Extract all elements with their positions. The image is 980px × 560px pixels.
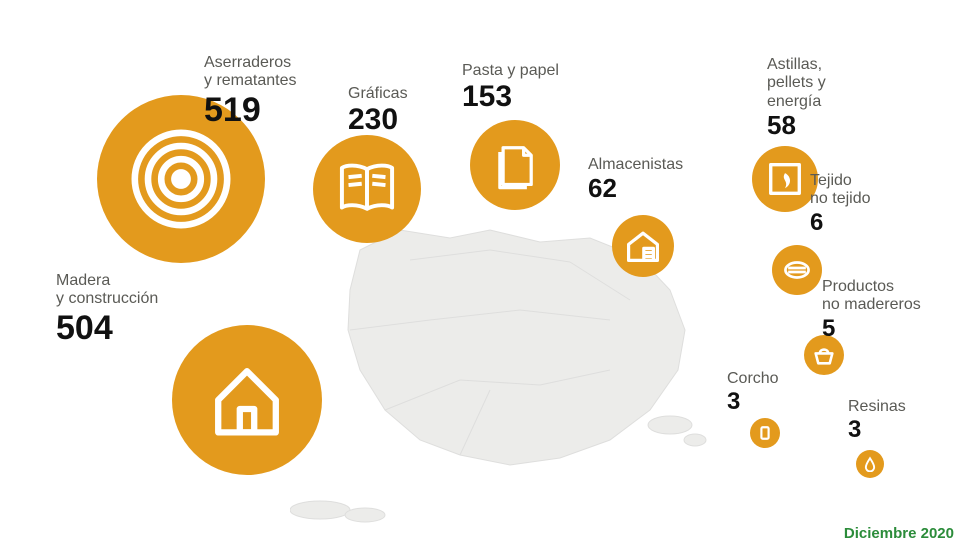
val-aserraderos: 519 <box>204 91 296 130</box>
bubble-almacenistas <box>612 215 674 277</box>
target-icon <box>126 124 236 234</box>
label-corcho: Corcho 3 <box>727 370 779 416</box>
cat-tejido: Tejidono tejido <box>810 172 871 209</box>
val-astillas: 58 <box>767 111 826 141</box>
mask-icon <box>780 253 814 287</box>
label-productos: Productosno madereros 5 <box>822 278 921 342</box>
val-corcho: 3 <box>727 388 779 416</box>
val-pasta: 153 <box>462 80 559 115</box>
cat-madera: Maderay construcción <box>56 272 158 309</box>
label-pasta: Pasta y papel 153 <box>462 62 559 115</box>
warehouse-icon <box>623 226 663 266</box>
label-madera: Maderay construcción 504 <box>56 272 158 348</box>
val-resinas: 3 <box>848 416 906 444</box>
bubble-astillas <box>752 146 818 212</box>
val-productos: 5 <box>822 315 921 343</box>
label-almacenistas: Almacenistas 62 <box>588 156 683 204</box>
cat-productos: Productosno madereros <box>822 278 921 315</box>
val-almacenistas: 62 <box>588 174 683 204</box>
bubble-madera <box>172 325 322 475</box>
bubble-corcho <box>750 418 780 448</box>
cat-astillas: Astillas,pellets yenergía <box>767 56 826 111</box>
val-madera: 504 <box>56 309 158 348</box>
cat-graficas: Gráficas <box>348 85 408 103</box>
bubble-resinas <box>856 450 884 478</box>
date-stamp: Diciembre 2020 <box>844 525 954 542</box>
label-astillas: Astillas,pellets yenergía 58 <box>767 56 826 141</box>
label-aserraderos: Aserraderosy rematantes 519 <box>204 54 296 130</box>
label-graficas: Gráficas 230 <box>348 85 408 138</box>
cat-corcho: Corcho <box>727 370 779 388</box>
book-icon <box>334 156 400 222</box>
cat-almacenistas: Almacenistas <box>588 156 683 174</box>
fireplace-icon <box>764 158 806 200</box>
label-resinas: Resinas 3 <box>848 398 906 444</box>
house-icon <box>202 355 292 445</box>
bubble-tejido <box>772 245 822 295</box>
cat-pasta: Pasta y papel <box>462 62 559 80</box>
cat-resinas: Resinas <box>848 398 906 416</box>
label-tejido: Tejidono tejido 6 <box>810 172 871 236</box>
bubble-pasta <box>470 120 560 210</box>
val-graficas: 230 <box>348 103 408 138</box>
paper-icon <box>488 138 542 192</box>
basket-icon <box>811 342 837 368</box>
drop-icon <box>862 456 878 472</box>
cork-icon <box>756 424 774 442</box>
val-tejido: 6 <box>810 209 871 237</box>
bubble-graficas <box>313 135 421 243</box>
cat-aserraderos: Aserraderosy rematantes <box>204 54 296 91</box>
